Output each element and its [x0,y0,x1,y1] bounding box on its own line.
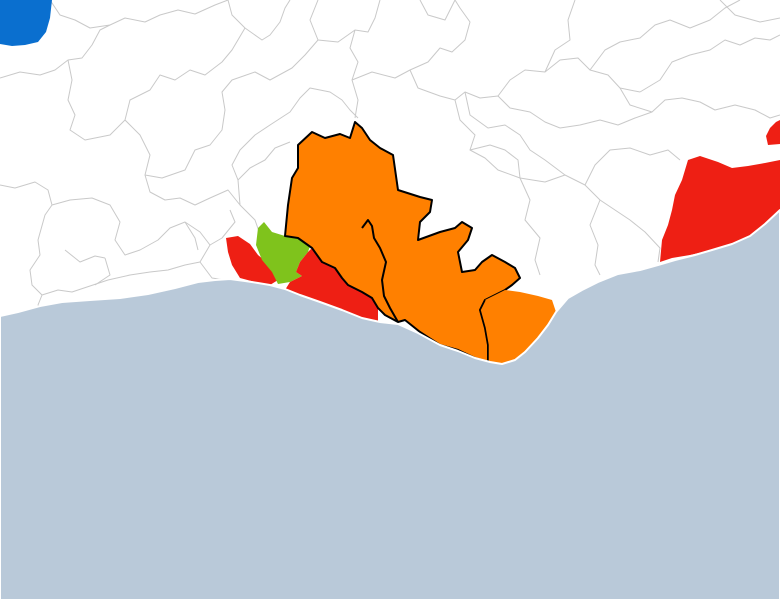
region-orange-area-coastal-east[interactable] [480,290,556,364]
region-green-area[interactable] [256,222,312,284]
region-red-area-central-coast[interactable] [285,248,378,322]
region-blue-area-northwest[interactable] [0,0,52,46]
sea [0,209,780,600]
region-orange-area-highlighted[interactable] [284,121,521,363]
highlighted-internal-boundaries [361,219,489,362]
region-red-area-west[interactable] [226,236,278,285]
region-red-area-east-fragment[interactable] [766,120,780,145]
ward-boundaries [0,0,780,313]
